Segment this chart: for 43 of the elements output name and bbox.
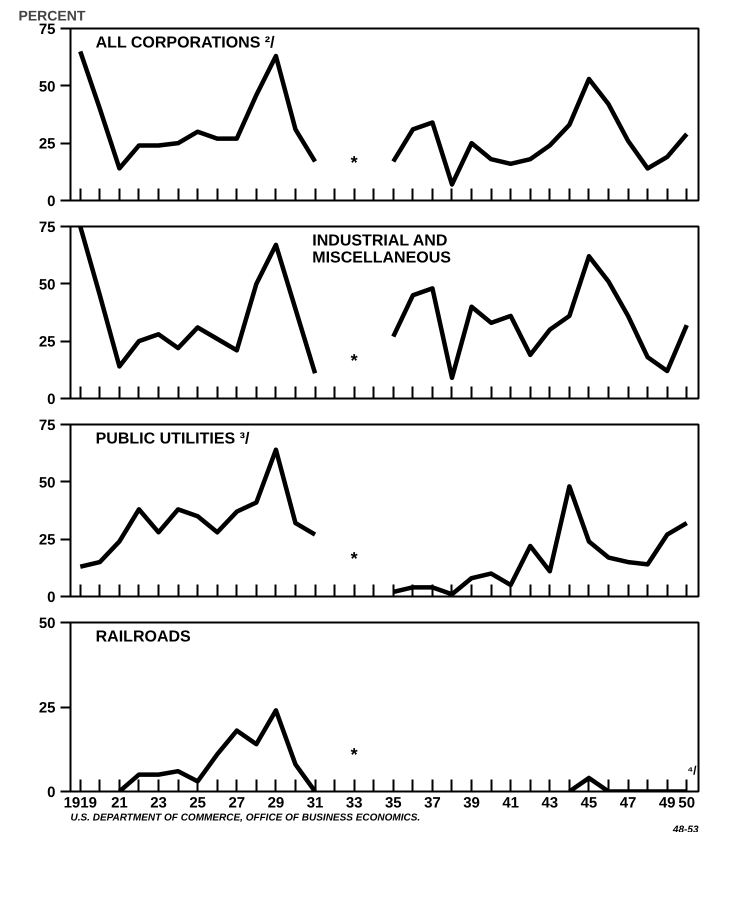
chart-title: ALL CORPORATIONS ²/ [96, 34, 276, 52]
y-tick-label: 0 [47, 589, 56, 606]
y-tick-label: 0 [47, 193, 56, 210]
y-tick-label: 25 [38, 700, 56, 716]
x-tick-label: 21 [111, 794, 128, 812]
y-axis-title: PERCENT [18, 8, 86, 24]
y-tick-label: 50 [38, 276, 56, 294]
annotation: * [350, 152, 358, 173]
y-tick-label: 75 [38, 21, 56, 38]
y-tick-label: 50 [38, 474, 56, 492]
chart-title: RAILROADS [96, 628, 192, 646]
x-tick-label: 45 [580, 794, 598, 812]
y-tick-label: 25 [38, 136, 56, 153]
annotation: * [350, 744, 358, 764]
x-tick-label: 39 [463, 794, 480, 812]
x-tick-label: 33 [346, 794, 363, 812]
x-tick-label: 35 [384, 794, 402, 812]
x-tick-label: 27 [228, 794, 246, 812]
x-tick-label: 49 [658, 794, 676, 812]
x-tick-label: 1919 [64, 794, 97, 812]
x-tick-label: 31 [306, 794, 324, 812]
x-tick-label: 41 [502, 794, 520, 812]
chart-title: PUBLIC UTILITIES ³/ [96, 430, 250, 448]
y-tick-label: 50 [38, 615, 56, 632]
y-tick-label: 25 [38, 532, 56, 549]
y-tick-label: 75 [38, 417, 56, 434]
annotation: * [350, 350, 358, 371]
text: INDUSTRIAL AND MISCELLANEOUS [312, 232, 452, 266]
x-tick-label: 43 [541, 794, 558, 812]
annotation: ⁴/ [687, 764, 698, 778]
x-tick-label: 29 [268, 794, 284, 812]
annotation: * [350, 548, 358, 569]
x-tick-label: 47 [620, 794, 636, 812]
y-tick-label: 50 [38, 78, 56, 96]
y-tick-label: 75 [38, 219, 56, 236]
y-tick-label: 0 [47, 784, 56, 801]
y-tick-label: 25 [38, 334, 56, 351]
x-tick-label: 37 [424, 794, 441, 812]
x-tick-label: 25 [189, 794, 206, 812]
y-tick-label: 0 [47, 391, 56, 408]
x-tick-label: 23 [150, 794, 167, 812]
x-tick-label: 50 [678, 794, 696, 812]
text: U.S. DEPARTMENT OF COMMERCE, OFFICE OF BUSINESS ECONOMICS. [70, 812, 420, 824]
